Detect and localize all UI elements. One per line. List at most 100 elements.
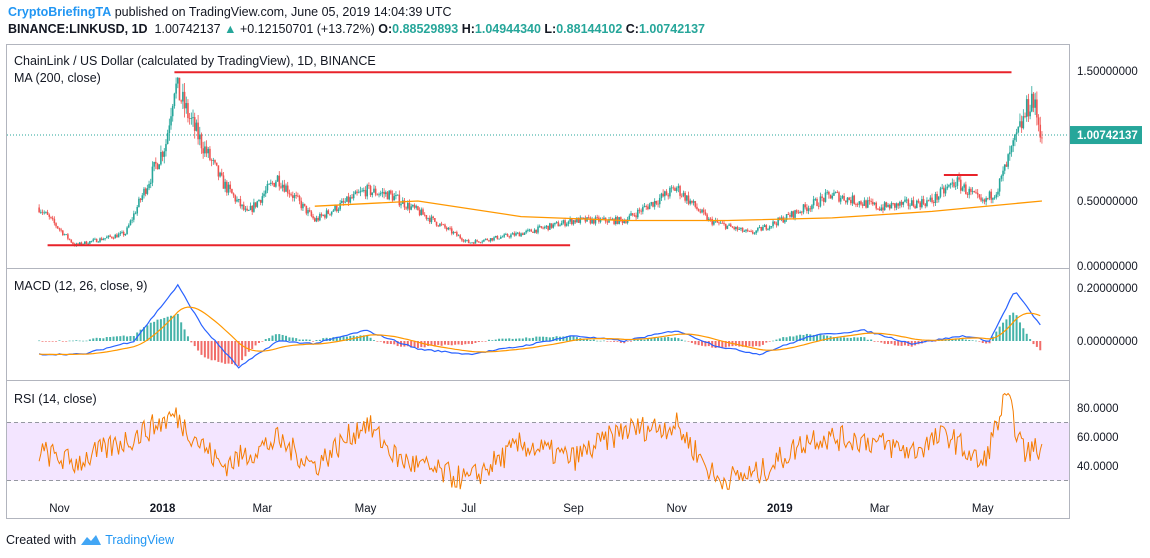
candle [220, 168, 223, 177]
candle [733, 226, 735, 231]
macd-histogram-bar [531, 337, 534, 341]
macd-histogram-bar [609, 341, 612, 342]
candle [422, 207, 424, 215]
candle [261, 192, 264, 206]
candle [834, 191, 837, 194]
candle [349, 194, 352, 204]
candle [745, 228, 747, 233]
candle [863, 197, 866, 206]
candle [895, 202, 898, 211]
author-name[interactable]: CryptoBriefingTA [8, 5, 112, 19]
macd-scale[interactable]: 0.20000000 0.00000000 [1077, 283, 1138, 348]
price-scale[interactable]: 1.50000000 0.50000000 0.00000000 [1077, 66, 1138, 273]
candlestick-series [38, 76, 1043, 247]
macd-histogram-bar [156, 319, 159, 341]
candle [281, 180, 284, 192]
candle [442, 223, 445, 226]
candle [139, 198, 142, 203]
macd-histogram-bar [207, 341, 210, 359]
candle [873, 202, 876, 206]
candle [907, 198, 910, 210]
candle [474, 238, 477, 244]
candle [102, 237, 105, 241]
macd-histogram-bar [247, 341, 250, 352]
candle [981, 197, 984, 204]
macd-histogram-bar [958, 339, 961, 341]
candle [325, 208, 328, 219]
macd-histogram-bar [376, 341, 379, 342]
candle [736, 225, 739, 232]
candle [242, 201, 245, 212]
candle [155, 157, 157, 170]
rsi-scale[interactable]: 80.0000 60.0000 40.0000 [1077, 403, 1119, 473]
candle [359, 186, 362, 197]
macd-histogram-bar [883, 341, 886, 344]
candle [278, 171, 281, 191]
candle [721, 220, 724, 224]
candle [95, 238, 98, 243]
candle [795, 209, 798, 214]
candle [978, 193, 981, 200]
candle [50, 216, 52, 220]
candle [391, 190, 394, 202]
candle [513, 231, 516, 237]
candle [183, 82, 186, 118]
tradingview-link[interactable]: TradingView [80, 533, 174, 547]
candle [315, 215, 318, 223]
macd-histogram-bar [504, 338, 507, 341]
candle [880, 204, 883, 212]
macd-histogram-bar [440, 341, 443, 346]
macd-histogram-bar [755, 341, 758, 346]
macd-histogram-bar [119, 336, 122, 341]
macd-histogram-bar [667, 336, 670, 341]
candle [912, 196, 915, 208]
candle [207, 146, 210, 158]
macd-histogram-bar [866, 339, 869, 341]
macd-histogram-bar [264, 339, 267, 341]
macd-histogram-bar [893, 341, 896, 346]
candle [237, 198, 240, 203]
macd-histogram-bar [85, 340, 88, 342]
time-axis-label: May [355, 503, 377, 515]
candle [209, 146, 211, 162]
candle [692, 199, 695, 206]
macd-histogram-bar [142, 327, 145, 341]
macd-histogram-bar [724, 341, 727, 348]
candle [445, 226, 448, 232]
candle [121, 230, 123, 234]
candle [99, 237, 101, 243]
macd-histogram-bar [1022, 328, 1025, 341]
candle [640, 208, 642, 215]
candle [390, 189, 392, 195]
macd-histogram-bar [61, 341, 64, 342]
candle [679, 184, 681, 200]
macd-histogram-bar [816, 334, 819, 341]
candle [919, 200, 921, 211]
time-axis[interactable]: Nov 2018 Mar May Jul Sep Nov 2019 Mar Ma… [49, 503, 994, 515]
macd-histogram [38, 312, 1042, 366]
macd-histogram-bar [193, 341, 196, 347]
candle [149, 178, 152, 189]
candle [574, 219, 577, 224]
candle [364, 186, 367, 200]
macd-histogram-bar [278, 334, 281, 341]
candle [856, 202, 859, 208]
candle [329, 213, 331, 217]
candle [190, 112, 193, 125]
macd-histogram-bar [356, 336, 359, 341]
candle [499, 235, 502, 239]
candle [90, 240, 93, 243]
candle [937, 195, 940, 203]
candle [971, 187, 974, 195]
macd-histogram-bar [511, 338, 514, 341]
price-tick-label: 0.50000000 [1077, 196, 1138, 208]
candle [636, 208, 639, 220]
macd-histogram-bar [471, 341, 474, 345]
candle [599, 217, 602, 224]
macd-histogram-bar [68, 340, 71, 342]
candle [723, 220, 725, 226]
macd-histogram-bar [237, 341, 240, 366]
candle [543, 225, 546, 230]
macd-histogram-bar [95, 337, 98, 341]
